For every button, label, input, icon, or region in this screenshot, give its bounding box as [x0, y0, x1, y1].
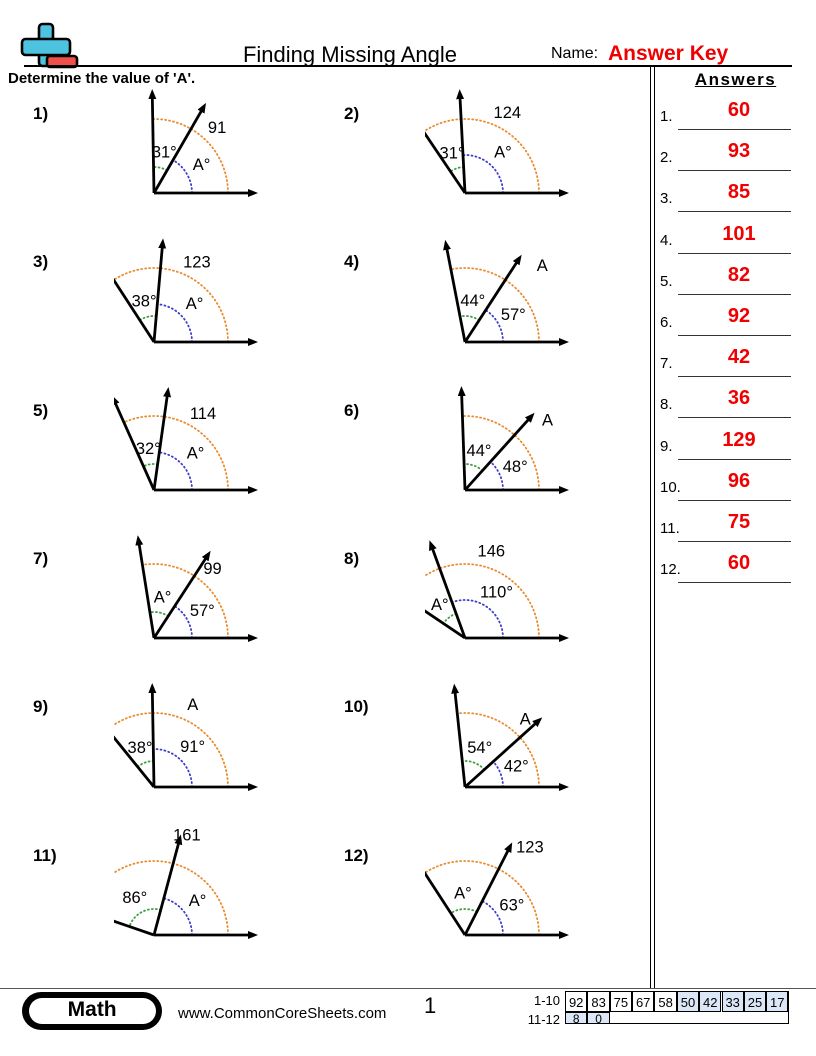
svg-text:91°: 91°	[180, 738, 205, 756]
svg-text:86°: 86°	[122, 889, 147, 907]
svg-text:A°: A°	[494, 144, 512, 162]
svg-text:124: 124	[493, 104, 521, 122]
svg-text:44°: 44°	[466, 442, 491, 460]
svg-text:38°: 38°	[127, 738, 152, 756]
svg-text:54°: 54°	[467, 739, 492, 757]
svg-text:A: A	[542, 412, 553, 430]
svg-text:146: 146	[477, 542, 505, 560]
svg-text:32°: 32°	[135, 440, 160, 458]
svg-text:A°: A°	[192, 156, 210, 174]
svg-text:48°: 48°	[502, 458, 527, 476]
svg-text:44°: 44°	[460, 292, 485, 310]
svg-text:99: 99	[203, 560, 221, 578]
svg-text:38°: 38°	[131, 292, 156, 310]
svg-text:A°: A°	[185, 295, 203, 313]
svg-text:57°: 57°	[189, 602, 214, 620]
svg-text:57°: 57°	[500, 306, 525, 324]
svg-text:123: 123	[516, 838, 544, 856]
svg-text:A°: A°	[153, 588, 171, 606]
svg-text:42°: 42°	[503, 757, 528, 775]
svg-text:A: A	[187, 696, 198, 714]
svg-text:110°: 110°	[480, 583, 513, 601]
svg-text:A°: A°	[431, 596, 449, 614]
svg-text:63°: 63°	[499, 896, 524, 914]
svg-text:31°: 31°	[151, 144, 176, 162]
svg-text:31°: 31°	[439, 145, 464, 163]
svg-text:A: A	[519, 710, 530, 728]
svg-text:161: 161	[173, 826, 201, 844]
svg-text:A°: A°	[454, 884, 472, 902]
svg-text:A°: A°	[186, 444, 204, 462]
svg-text:91: 91	[208, 119, 226, 137]
svg-text:A: A	[536, 257, 547, 275]
svg-text:123: 123	[183, 253, 211, 271]
svg-text:A°: A°	[188, 892, 206, 910]
svg-text:114: 114	[189, 405, 215, 423]
